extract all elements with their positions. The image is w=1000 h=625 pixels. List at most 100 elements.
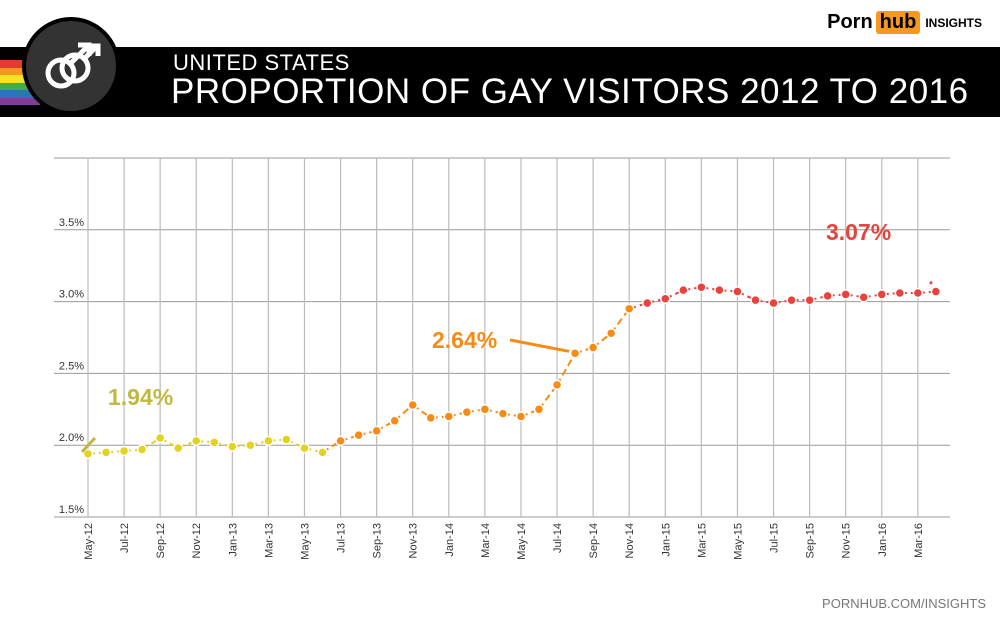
annotation-leader: [80, 436, 97, 453]
data-point: [190, 435, 202, 447]
annotation-leader: [509, 338, 570, 353]
data-point: [209, 437, 220, 448]
data-point: [353, 429, 364, 441]
data-point: [154, 432, 166, 444]
y-tick-label: 2.5%: [59, 360, 84, 372]
rainbow-stripe: [0, 90, 40, 98]
data-point: [804, 294, 815, 306]
data-point: [515, 411, 527, 422]
x-tick-label: Sep-14: [588, 523, 600, 558]
data-point: [299, 442, 310, 454]
chart-title: PROPORTION OF GAY VISITORS 2012 TO 2016: [171, 72, 969, 111]
data-point: [822, 290, 833, 302]
data-point: [587, 342, 599, 353]
data-point: [407, 399, 418, 411]
rainbow-stripe: [0, 60, 40, 68]
x-tick-label: Jan-15: [660, 523, 672, 557]
x-tick-label: Jan-14: [444, 523, 456, 557]
data-point: [678, 284, 689, 296]
x-tick-label: May-14: [516, 523, 528, 560]
data-point: [660, 293, 671, 304]
gay-symbol-logo: [22, 17, 120, 115]
x-tick-label: Nov-12: [191, 523, 203, 558]
data-point: [317, 447, 328, 458]
data-point: [82, 448, 94, 460]
chart-subtitle: UNITED STATES: [173, 50, 350, 75]
x-tick-label: Jul-14: [552, 523, 564, 553]
data-point: [714, 284, 725, 296]
data-point: [569, 348, 581, 359]
data-point: [894, 287, 906, 299]
x-tick-label: Jul-15: [769, 523, 781, 553]
data-point: [533, 404, 545, 415]
data-point: [136, 444, 148, 455]
data-point: [227, 441, 238, 452]
data-point: [281, 434, 292, 445]
x-tick-label: Mar-15: [696, 523, 708, 558]
data-point: [479, 404, 491, 415]
data-point: [786, 294, 797, 306]
y-tick-label: 2.0%: [59, 432, 84, 444]
header-band: [0, 47, 1000, 117]
data-point: [858, 292, 869, 303]
x-tick-label: May-15: [732, 523, 744, 560]
rainbow-stripe: [0, 97, 40, 105]
data-point: [840, 289, 851, 300]
data-point: [641, 297, 653, 309]
x-tick-label: Mar-16: [913, 523, 925, 558]
x-tick-label: Mar-14: [480, 523, 492, 558]
data-point: [443, 411, 455, 422]
data-point: [750, 294, 761, 306]
data-point: [768, 297, 779, 309]
y-tick-label: 1.5%: [59, 504, 84, 516]
data-point: [425, 412, 437, 424]
x-tick-label: Nov-15: [841, 523, 853, 558]
male-male-symbol-icon: [45, 42, 101, 89]
data-point: [551, 379, 563, 391]
y-tick-label: 3.5%: [59, 217, 84, 229]
data-point: [263, 435, 274, 447]
x-tick-label: Jul-12: [119, 523, 131, 553]
pornhub-insights-logo: Porn hub INSIGHTS: [827, 11, 982, 34]
brand-part2: hub: [875, 11, 921, 34]
data-point: [371, 425, 382, 437]
rainbow-stripe: [0, 75, 40, 83]
x-tick-label: Mar-13: [263, 523, 275, 558]
annotation-label: 2.64%: [432, 327, 497, 353]
data-point: [605, 327, 617, 339]
annotation-leader: [929, 280, 933, 285]
data-point: [912, 287, 924, 299]
data-point: [930, 286, 942, 297]
brand-part3: INSIGHTS: [925, 15, 982, 30]
x-tick-label: May-13: [299, 523, 311, 560]
brand-part1: Porn: [827, 11, 873, 33]
x-tick-label: Sep-15: [805, 523, 817, 558]
data-point: [732, 286, 743, 297]
x-tick-label: Jan-16: [877, 523, 889, 557]
data-point: [335, 435, 346, 447]
data-point: [696, 281, 707, 293]
x-tick-label: Sep-12: [155, 523, 167, 558]
data-point: [172, 442, 184, 454]
x-tick-label: Nov-13: [408, 523, 420, 558]
rainbow-stripe: [0, 67, 40, 75]
series-line-segment: [556, 352, 576, 386]
data-point: [623, 303, 635, 315]
x-tick-label: May-12: [83, 523, 95, 560]
data-point: [876, 289, 888, 300]
footer-url[interactable]: PORNHUB.COM/INSIGHTS: [822, 596, 986, 611]
data-point: [245, 439, 256, 451]
data-point: [118, 445, 130, 457]
x-tick-label: Nov-14: [624, 523, 636, 558]
rainbow-stripe: [0, 82, 40, 90]
data-point: [497, 408, 509, 419]
x-tick-label: Jul-13: [336, 523, 348, 553]
data-point: [389, 415, 400, 427]
annotation-label: 3.07%: [826, 219, 891, 245]
data-point: [100, 447, 112, 458]
rainbow-stripes-front: [0, 60, 40, 105]
y-tick-label: 3.0%: [59, 289, 84, 301]
x-tick-label: Sep-13: [372, 523, 384, 558]
annotation-label: 1.94%: [108, 384, 173, 410]
